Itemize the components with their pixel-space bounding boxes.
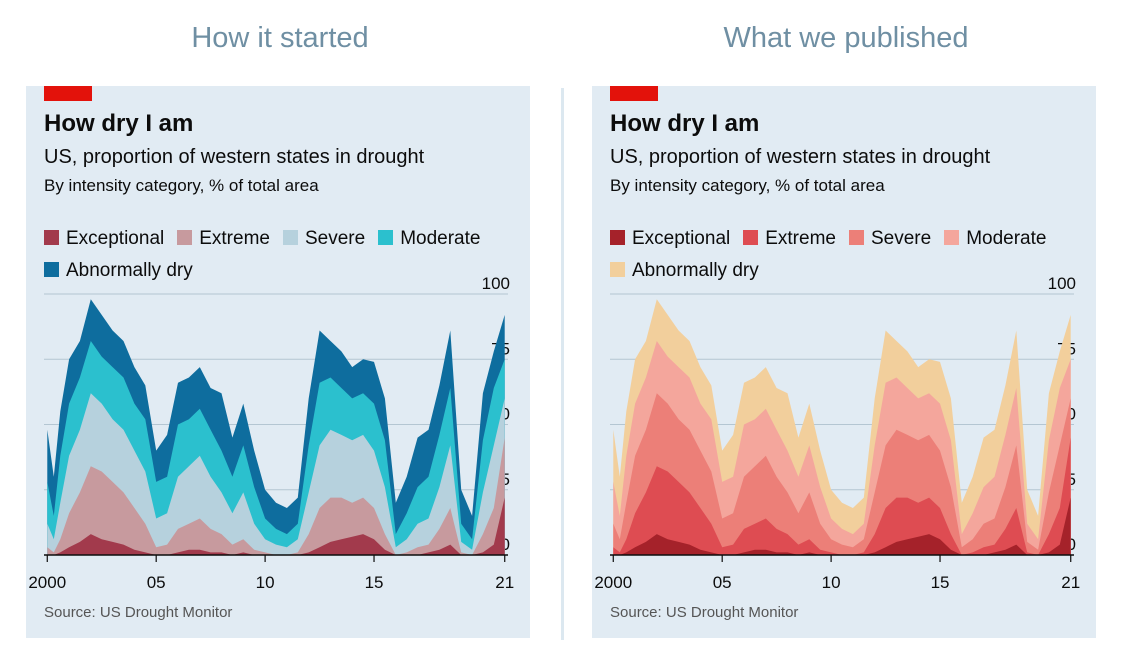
area-series-exceptional (47, 497, 505, 555)
x-tick-label: 10 (822, 573, 841, 592)
x-tick-label: 15 (365, 573, 384, 592)
legend-swatch (743, 230, 759, 245)
y-tick-label: 0 (1067, 535, 1076, 554)
red-tag (44, 86, 92, 101)
panel-heading-left: How it started (191, 22, 369, 54)
chart-title: How dry I am (44, 110, 194, 137)
legend-label: Exceptional (632, 228, 731, 249)
chart-legend: Exceptional Extreme Severe Moderate Abnormal… (610, 223, 1090, 287)
chart-title: How dry I am (610, 110, 760, 137)
legend-label: Severe (304, 228, 366, 249)
area-series-moderate (613, 341, 1071, 555)
chart-card-left: How dry I am US, proportion of western s… (26, 86, 530, 638)
x-tick-label: 21 (1061, 573, 1080, 592)
chart-subtitle: US, proportion of western states in drou… (610, 146, 991, 168)
chart-source: Source: US Drought Monitor (610, 604, 799, 621)
legend-label: Extreme (199, 228, 270, 249)
y-tick-label: 100 (482, 274, 510, 293)
legend-label: Extreme (765, 228, 836, 249)
chart-card-right: How dry I am US, proportion of western s… (592, 86, 1096, 638)
red-tag (610, 86, 658, 101)
legend-swatch (44, 230, 59, 245)
x-tick-label: 2000 (594, 573, 632, 592)
area-series-exceptional (613, 497, 1071, 555)
legend-item: Severe (282, 223, 366, 255)
x-tick-label: 2000 (28, 573, 66, 592)
legend-swatch (610, 230, 625, 245)
x-tick-label: 10 (256, 573, 275, 592)
chart-subtitle: US, proportion of western states in drou… (44, 146, 425, 168)
panel-heading-right: What we published (723, 22, 969, 54)
area-chart-plot: 1007550250200005101521 (594, 274, 1080, 592)
legend-swatch (944, 230, 960, 245)
legend-swatch (44, 262, 59, 277)
y-tick-label: 100 (1048, 274, 1076, 293)
legend-item: Extreme (177, 223, 270, 255)
x-tick-label: 05 (147, 573, 166, 592)
area-series-moderate (47, 341, 505, 555)
legend-swatch (177, 230, 193, 245)
legend-label: Abnormally dry (632, 260, 759, 281)
panel-divider (561, 88, 564, 640)
legend-label: Moderate (966, 228, 1047, 249)
legend-item: Abnormally dry (44, 255, 193, 287)
legend-item: Extreme (743, 223, 836, 255)
x-tick-label: 05 (713, 573, 732, 592)
x-tick-label: 21 (495, 573, 514, 592)
legend-label: Exceptional (66, 228, 165, 249)
legend-item: Exceptional (610, 223, 730, 255)
legend-swatch (378, 230, 394, 245)
y-tick-label: 0 (501, 535, 510, 554)
x-tick-label: 15 (931, 573, 950, 592)
legend-item: Moderate (378, 223, 480, 255)
legend-swatch (848, 230, 864, 245)
chart-caption: By intensity category, % of total area (610, 176, 885, 195)
area-chart-plot: 1007550250200005101521 (28, 274, 514, 592)
chart-legend: Exceptional Extreme Severe Moderate Abnormal… (44, 223, 524, 287)
legend-item: Moderate (944, 223, 1046, 255)
legend-item: Abnormally dry (610, 255, 759, 287)
chart-source: Source: US Drought Monitor (44, 604, 233, 621)
legend-swatch (282, 230, 298, 245)
legend-label: Moderate (400, 228, 481, 249)
legend-label: Severe (870, 228, 932, 249)
legend-item: Severe (848, 223, 932, 255)
legend-label: Abnormally dry (66, 260, 193, 281)
legend-item: Exceptional (44, 223, 164, 255)
chart-caption: By intensity category, % of total area (44, 176, 319, 195)
legend-swatch (610, 262, 625, 277)
